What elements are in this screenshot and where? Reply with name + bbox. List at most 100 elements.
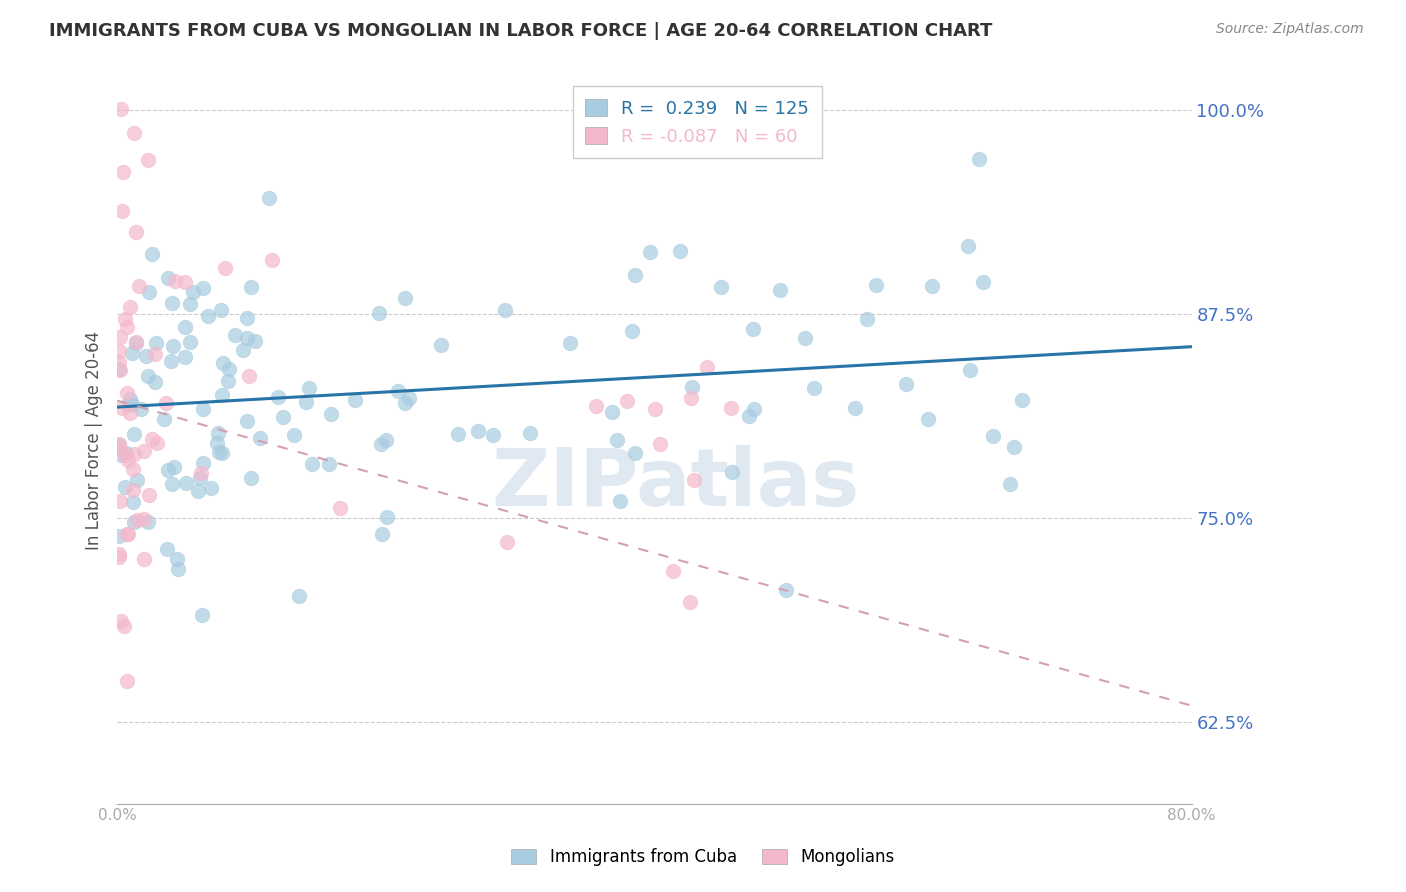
Point — [775, 582, 797, 597]
Point — [638, 244, 661, 259]
Point — [141, 432, 163, 446]
Point — [125, 513, 148, 527]
Point — [181, 285, 204, 299]
Point — [111, 401, 134, 415]
Point — [621, 325, 644, 339]
Point — [174, 476, 197, 491]
Point — [124, 127, 146, 141]
Point — [115, 527, 138, 541]
Point — [375, 433, 398, 447]
Point — [160, 354, 183, 368]
Point — [217, 374, 239, 388]
Point — [179, 334, 201, 349]
Point — [132, 444, 155, 458]
Point — [108, 438, 131, 452]
Point — [371, 526, 394, 541]
Point — [710, 280, 733, 294]
Point — [398, 391, 420, 405]
Point — [114, 311, 136, 326]
Point — [167, 562, 190, 576]
Point — [118, 300, 141, 314]
Point — [609, 493, 631, 508]
Point — [209, 303, 232, 318]
Point — [117, 398, 139, 412]
Point — [156, 541, 179, 556]
Point — [865, 277, 887, 292]
Point — [179, 297, 201, 311]
Point — [108, 363, 131, 377]
Point — [122, 427, 145, 442]
Point — [662, 565, 685, 579]
Point — [122, 516, 145, 530]
Point — [107, 547, 129, 561]
Point — [742, 401, 765, 416]
Point — [157, 463, 180, 477]
Point — [173, 320, 195, 334]
Point — [163, 274, 186, 288]
Point — [375, 509, 398, 524]
Point — [211, 356, 233, 370]
Point — [446, 426, 468, 441]
Point — [173, 275, 195, 289]
Point — [972, 275, 994, 289]
Point — [917, 412, 939, 426]
Point — [191, 456, 214, 470]
Point — [138, 285, 160, 300]
Point — [560, 336, 582, 351]
Point — [232, 343, 254, 357]
Point — [682, 473, 704, 487]
Point — [115, 446, 138, 460]
Point — [118, 406, 141, 420]
Point — [191, 280, 214, 294]
Text: ZIPatlas: ZIPatlas — [492, 445, 860, 523]
Point — [623, 268, 645, 282]
Point — [208, 444, 231, 458]
Point — [107, 343, 129, 358]
Point — [482, 428, 505, 442]
Point — [127, 474, 149, 488]
Point — [145, 436, 167, 450]
Point — [107, 437, 129, 451]
Point — [606, 433, 628, 447]
Point — [243, 334, 266, 349]
Point — [1011, 393, 1033, 408]
Point — [678, 594, 700, 608]
Point — [600, 405, 623, 419]
Point — [644, 402, 666, 417]
Text: Source: ZipAtlas.com: Source: ZipAtlas.com — [1216, 22, 1364, 37]
Point — [288, 590, 311, 604]
Point — [136, 368, 159, 383]
Point — [319, 407, 342, 421]
Point — [132, 552, 155, 566]
Point — [211, 446, 233, 460]
Point — [803, 381, 825, 395]
Point — [235, 331, 257, 345]
Point — [143, 347, 166, 361]
Point — [163, 460, 186, 475]
Point — [108, 493, 131, 508]
Point — [1002, 440, 1025, 454]
Point — [495, 535, 517, 549]
Point — [585, 399, 607, 413]
Point — [112, 165, 135, 179]
Point — [121, 346, 143, 360]
Point — [120, 392, 142, 407]
Point — [162, 339, 184, 353]
Point — [138, 488, 160, 502]
Point — [124, 447, 146, 461]
Point — [122, 461, 145, 475]
Point — [329, 501, 352, 516]
Point — [174, 350, 197, 364]
Point — [370, 436, 392, 450]
Point — [191, 607, 214, 622]
Point — [236, 414, 259, 428]
Point — [519, 426, 541, 441]
Point — [107, 549, 129, 564]
Point — [720, 401, 742, 416]
Point — [318, 457, 340, 471]
Point — [259, 191, 281, 205]
Point — [394, 395, 416, 409]
Point — [267, 391, 290, 405]
Point — [187, 483, 209, 498]
Point — [294, 395, 316, 409]
